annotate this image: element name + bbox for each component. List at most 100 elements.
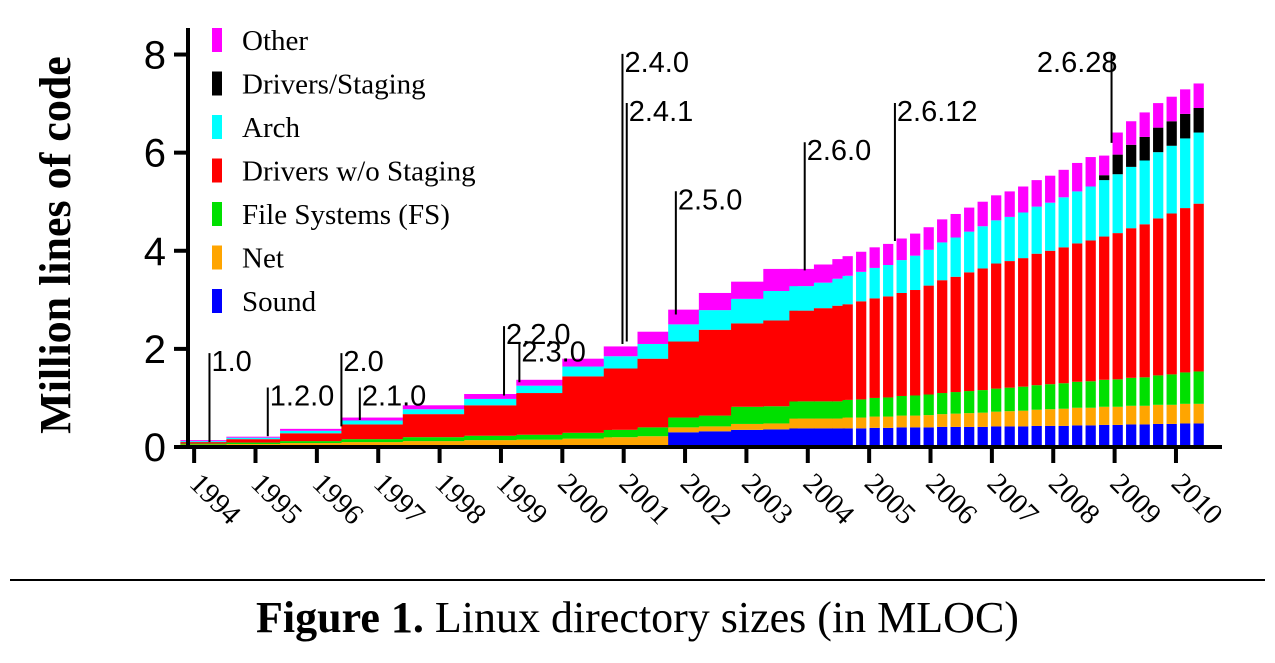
bar-drivers-w-o-staging-3-9	[964, 272, 974, 391]
bar-other-3-8	[951, 214, 961, 238]
legend-label-drivers-staging: Drivers/Staging	[242, 69, 426, 101]
bar-drivers-w-o-staging-3-12	[1005, 261, 1015, 388]
bar-net-1-3	[699, 426, 732, 431]
legend-label-file-systems-fs: File Systems (FS)	[242, 199, 450, 231]
bar-file-systems-fs-3-18	[1086, 381, 1096, 407]
bar-sound-3-13	[1018, 426, 1028, 447]
bar-drivers-staging-3-23	[1153, 128, 1163, 153]
x-tick-label-1996: 1996	[306, 467, 370, 531]
bar-arch-3-4	[897, 260, 907, 293]
bar-arch-3-25	[1180, 138, 1190, 208]
bar-net-3-11	[991, 412, 1001, 427]
bar-net-3-2	[870, 417, 880, 428]
bar-other-3-13	[1018, 187, 1028, 213]
bar-arch-3-15	[1045, 203, 1055, 251]
bar-other-3-9	[964, 208, 974, 232]
bar-sound-3-7	[937, 427, 947, 447]
legend-swatch-drivers-staging	[212, 72, 222, 96]
bar-arch-0-2	[280, 431, 342, 433]
bar-other-1-1	[638, 332, 669, 344]
bar-arch-3-14	[1032, 207, 1042, 254]
version-label-2-6-0: 2.6.0	[807, 135, 872, 167]
bar-drivers-w-o-staging-3-19	[1099, 237, 1109, 380]
legend: OtherDrivers/StagingArchDrivers w/o Stag…	[212, 25, 476, 318]
bar-file-systems-fs-1-1	[638, 427, 669, 436]
bar-file-systems-fs-3-21	[1126, 378, 1136, 406]
bar-net-3-23	[1153, 405, 1163, 424]
bar-drivers-w-o-staging-1-4	[731, 323, 764, 406]
stacked-bar-chart: 1.0 1.2.02.02.1.0 2.2.02.3.0 2.4.0 2.4.1 2.5.…	[0, 0, 1275, 575]
bar-arch-3-1	[856, 272, 866, 301]
bar-arch-2-0	[789, 286, 814, 311]
bar-file-systems-fs-3-23	[1153, 375, 1163, 404]
bar-arch-3-21	[1126, 167, 1136, 228]
figure-label: Figure 1.	[256, 593, 424, 642]
bar-arch-3-7	[937, 242, 947, 280]
bar-file-systems-fs-3-1	[856, 399, 866, 417]
bar-net-3-12	[1005, 411, 1015, 426]
bar-sound-3-1	[856, 428, 866, 447]
bar-drivers-staging-3-20	[1113, 155, 1123, 175]
bar-drivers-staging-3-19	[1099, 175, 1109, 180]
bar-file-systems-fs-3-13	[1018, 387, 1028, 411]
legend-label-drivers-w-o-staging: Drivers w/o Staging	[242, 156, 476, 188]
version-label-2-6-28: 2.6.28	[1037, 47, 1118, 79]
x-tick-label-2004: 2004	[797, 467, 861, 531]
legend-swatch-arch	[212, 115, 222, 139]
bar-net-3-22	[1140, 406, 1150, 425]
legend-swatch-sound	[212, 289, 222, 313]
bar-net-3-26	[1194, 404, 1204, 424]
bar-arch-1-2	[668, 324, 699, 341]
bar-other-3-19	[1099, 156, 1109, 176]
bar-arch-3-11	[991, 220, 1001, 263]
bar-file-systems-fs-3-0	[843, 400, 853, 418]
bar-other-3-5	[910, 234, 920, 256]
bar-file-systems-fs-1-0	[604, 430, 638, 437]
bar-other-0-3	[341, 418, 403, 421]
version-label-2-0: 2.0	[343, 346, 383, 378]
bar-drivers-w-o-staging-0-6	[516, 393, 563, 435]
y-ticks: 02468	[144, 34, 188, 470]
bar-sound-3-9	[964, 427, 974, 447]
bar-other-1-2	[668, 310, 699, 325]
bar-other-3-3	[883, 244, 893, 265]
x-tick-label-2009: 2009	[1104, 467, 1168, 531]
bar-other-3-0	[843, 256, 853, 276]
y-tick-label-8: 8	[144, 34, 166, 78]
figure-caption-text: Linux directory sizes (in MLOC)	[435, 593, 1019, 642]
bar-other-0-1	[226, 437, 280, 438]
bar-file-systems-fs-0-5	[464, 436, 517, 440]
bar-sound-3-12	[1005, 426, 1015, 447]
bar-sound-3-17	[1072, 425, 1082, 447]
bar-file-systems-fs-3-16	[1059, 383, 1069, 409]
bar-drivers-w-o-staging-0-3	[341, 424, 403, 439]
x-tick-label-2007: 2007	[981, 467, 1045, 531]
bar-other-3-12	[1005, 191, 1015, 217]
bar-net-3-9	[964, 413, 974, 427]
bar-drivers-w-o-staging-3-5	[910, 290, 920, 395]
bar-arch-1-4	[731, 299, 764, 324]
bar-net-3-5	[910, 416, 920, 428]
bar-other-3-21	[1126, 121, 1136, 145]
figure-caption: Figure 1. Linux directory sizes (in MLOC…	[0, 592, 1275, 643]
bar-other-3-14	[1032, 180, 1042, 206]
bar-drivers-w-o-staging-3-11	[991, 264, 1001, 389]
bar-drivers-w-o-staging-3-14	[1032, 254, 1042, 385]
bar-drivers-w-o-staging-3-20	[1113, 233, 1123, 379]
x-tick-label-2008: 2008	[1042, 467, 1106, 531]
bar-sound-3-0	[843, 428, 853, 447]
bar-sound-3-19	[1099, 425, 1109, 447]
bar-net-3-10	[978, 413, 988, 427]
bar-arch-3-9	[964, 232, 974, 273]
bar-arch-3-17	[1072, 191, 1082, 243]
x-ticks: 1994199519961997199819992000200120022003…	[183, 447, 1228, 531]
bar-drivers-w-o-staging-1-1	[638, 359, 669, 428]
bar-file-systems-fs-3-5	[910, 395, 920, 415]
bar-drivers-w-o-staging-3-10	[978, 268, 988, 390]
bar-drivers-w-o-staging-2-1	[814, 308, 833, 401]
bar-other-3-11	[991, 195, 1001, 220]
x-tick-label-2010: 2010	[1165, 467, 1229, 531]
bar-arch-3-19	[1099, 180, 1109, 236]
bar-drivers-w-o-staging-2-0	[789, 311, 814, 402]
bar-sound-2-0	[789, 428, 814, 447]
